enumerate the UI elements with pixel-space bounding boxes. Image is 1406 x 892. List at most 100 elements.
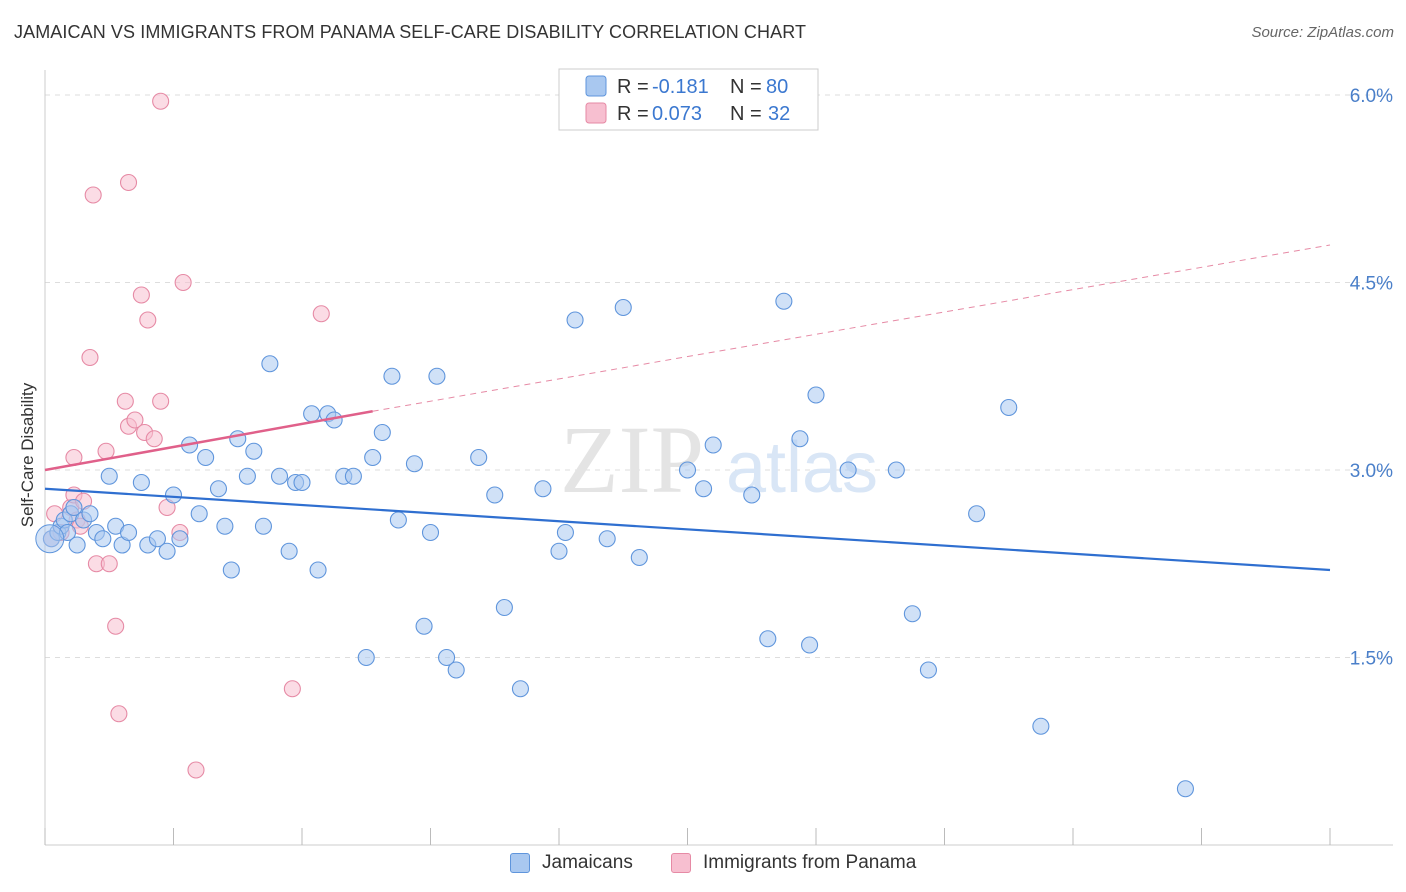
- jamaican-point: [486, 486, 504, 504]
- jamaican-point: [614, 298, 632, 317]
- legend-n-value-1: 80: [766, 76, 788, 98]
- panama-points: [42, 92, 330, 779]
- jamaican-point: [229, 430, 247, 448]
- bottom-legend-swatch-panama: [671, 853, 691, 873]
- jamaican-point: [556, 523, 574, 542]
- jamaican-point: [405, 455, 423, 473]
- y-tick-labels: 1.5% 3.0% 4.5% 6.0%: [1350, 86, 1393, 670]
- jamaican-point: [919, 661, 937, 679]
- panama-point: [107, 617, 125, 635]
- jamaican-point: [695, 480, 713, 498]
- bottom-legend-item-jamaicans: Jamaicans: [510, 852, 633, 874]
- jamaican-point: [389, 511, 407, 529]
- legend-swatch-panama: [585, 102, 607, 124]
- panama-point: [116, 392, 134, 410]
- jamaican-point: [190, 505, 208, 523]
- jamaican-point: [421, 523, 440, 542]
- chart-title: JAMAICAN VS IMMIGRANTS FROM PANAMA SELF-…: [14, 22, 807, 42]
- legend-r-value-1: -0.181: [652, 76, 709, 98]
- jamaican-point: [158, 542, 176, 560]
- jamaican-point: [807, 386, 825, 404]
- jamaican-point: [630, 548, 648, 567]
- jamaican-point: [447, 661, 465, 679]
- legend-box: R = -0.181 N = 80 R = 0.073 N = 32: [558, 68, 819, 131]
- jamaican-points: [35, 292, 1194, 798]
- jamaican-point: [132, 473, 150, 492]
- panama-point: [145, 430, 163, 448]
- jamaican-point: [171, 530, 189, 548]
- panama-point: [119, 173, 138, 192]
- jamaican-point: [222, 561, 240, 579]
- jamaican-point: [839, 461, 857, 479]
- jamaican-point: [293, 473, 311, 492]
- jamaican-point: [678, 461, 697, 479]
- jamaican-point: [598, 530, 616, 548]
- legend-n-value-2: 32: [768, 103, 790, 125]
- jamaican-point: [801, 636, 819, 654]
- scatter-chart: ZIP atlas 1.5%3.0%4.5%6.0% 0.0%40.0% Sel…: [18, 68, 1393, 846]
- jamaican-point: [344, 467, 362, 485]
- panama-trend-extension: [372, 244, 1331, 412]
- legend-r-value-2: 0.073: [652, 103, 702, 125]
- y-tick-label: 6.0%: [1350, 86, 1393, 107]
- panama-point: [152, 392, 170, 410]
- trend-lines: [44, 244, 1331, 572]
- jamaican-cluster-point: [35, 524, 65, 554]
- jamaican-point: [81, 505, 99, 523]
- panama-trend-line: [44, 410, 373, 472]
- legend-r-label-1: R =: [617, 76, 649, 98]
- jamaican-point: [164, 486, 183, 504]
- watermark: ZIP atlas: [560, 406, 878, 513]
- panama-point: [312, 305, 330, 323]
- y-tick-label: 3.0%: [1350, 461, 1393, 482]
- jamaican-point: [65, 498, 83, 517]
- jamaican-point: [438, 648, 456, 667]
- jamaican-point: [216, 517, 234, 535]
- panama-point: [283, 680, 301, 698]
- jamaican-point: [245, 442, 263, 460]
- jamaican-point: [775, 292, 793, 310]
- bottom-legend: Jamaicans Immigrants from Panama: [0, 850, 1406, 880]
- watermark-zip: ZIP: [560, 406, 704, 513]
- axes: [44, 70, 1393, 846]
- jamaican-point: [100, 467, 118, 485]
- jamaican-point: [373, 423, 391, 442]
- jamaican-point: [470, 448, 488, 467]
- panama-point: [152, 92, 170, 110]
- jamaican-point: [1032, 717, 1050, 735]
- jamaican-point: [511, 680, 530, 698]
- jamaican-point: [94, 530, 112, 548]
- jamaican-point: [148, 530, 166, 548]
- legend-r-label-2: R =: [617, 103, 649, 125]
- bottom-legend-item-panama: Immigrants from Panama: [671, 852, 916, 874]
- jamaican-point: [968, 505, 986, 523]
- jamaican-point: [743, 486, 761, 504]
- jamaican-point: [534, 480, 552, 498]
- jamaican-point: [309, 561, 327, 579]
- jamaican-point: [238, 467, 256, 485]
- jamaican-point: [428, 367, 446, 385]
- panama-point: [132, 286, 150, 304]
- jamaican-point: [566, 311, 584, 329]
- jamaican-point: [791, 430, 809, 448]
- jamaican-point: [261, 355, 279, 373]
- panama-point: [139, 311, 157, 329]
- jamaican-trend-line: [44, 487, 1331, 572]
- jamaican-point: [887, 461, 905, 479]
- jamaican-point: [270, 467, 289, 485]
- bottom-legend-label-panama: Immigrants from Panama: [703, 852, 917, 873]
- jamaican-point: [1176, 780, 1194, 798]
- panama-point: [110, 705, 128, 723]
- legend-n-label-1: N =: [730, 76, 762, 98]
- jamaican-point: [119, 523, 138, 542]
- source-credit: Source: ZipAtlas.com: [1251, 24, 1394, 41]
- jamaican-point: [415, 617, 433, 635]
- legend-n-label-2: N =: [730, 103, 762, 125]
- panama-point: [126, 411, 144, 429]
- y-tick-label: 4.5%: [1350, 274, 1393, 295]
- jamaican-point: [495, 598, 513, 617]
- jamaican-point: [550, 542, 568, 560]
- y-axis-label: Self-Care Disability: [18, 382, 37, 527]
- grid-lines: [45, 94, 1393, 658]
- jamaican-point: [364, 448, 382, 467]
